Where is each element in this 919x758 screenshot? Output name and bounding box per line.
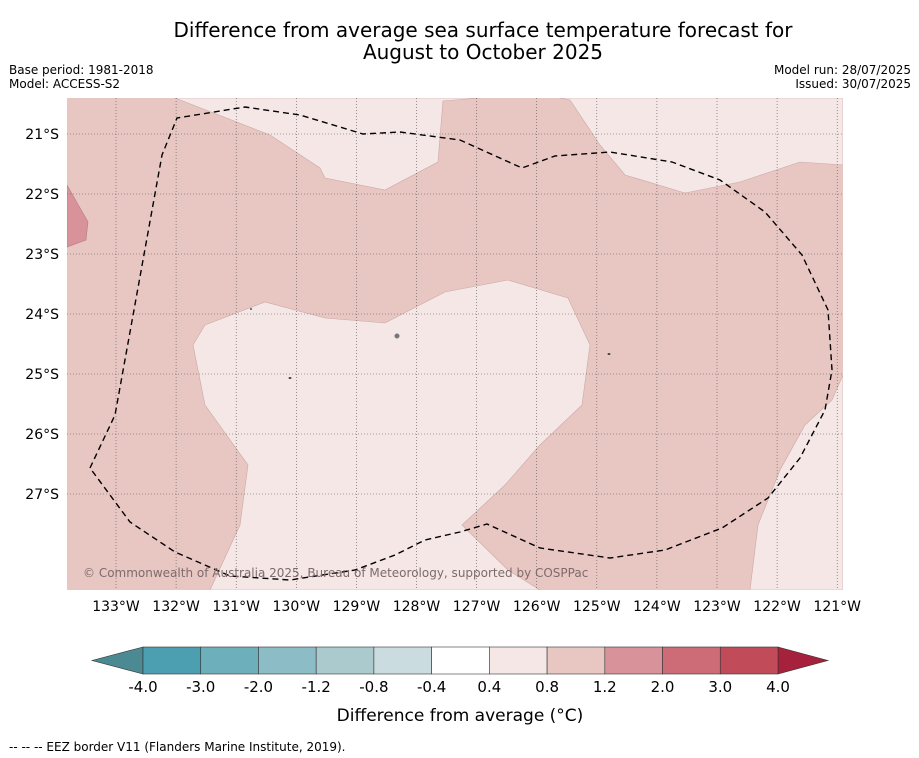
latitude-tick-label: 26°S: [25, 427, 59, 443]
longitude-tick-label: 130°W: [273, 599, 321, 615]
anomaly-band-0.4-0.8: [174, 98, 481, 191]
colorbar-swatch: [200, 646, 259, 675]
colorbar-over-extension: [777, 646, 830, 675]
gridlines: [67, 98, 843, 590]
longitude-tick-label: 125°W: [573, 599, 621, 615]
title-line-2: August to October 2025: [362, 40, 604, 64]
model-name: Model: ACCESS-S2: [9, 77, 121, 91]
colorbar: -4.0 -3.0 -2.0 -1.2 -0.8 -0.4 0.4 0.8 1.2 2.0 3.0 4…: [90, 646, 830, 696]
colorbar-swatch: [546, 646, 606, 675]
colorbar-tick-label: 1.2: [593, 678, 617, 696]
colorbar-tick-label: -1.2: [302, 678, 331, 696]
footer-legend: -- -- -- EEZ border V11 (Flanders Marine…: [9, 740, 346, 754]
colorbar-swatch: [489, 646, 548, 675]
island-marker: [288, 377, 292, 379]
model-run: Model run: 28/07/2025: [773, 63, 911, 77]
longitude-tick-label: 123°W: [693, 599, 741, 615]
colorbar-swatch: [604, 646, 663, 675]
colorbar-swatch: [719, 646, 779, 675]
colorbar-tick-label: 0.4: [477, 678, 501, 696]
issued-date: Issued: 30/07/2025: [795, 77, 911, 91]
eez-border: [89, 106, 833, 581]
chart-title: Difference from average sea surface temp…: [0, 19, 919, 63]
colorbar-tick-label: -4.0: [128, 678, 157, 696]
base-period: Base period: 1981-2018: [9, 63, 154, 77]
colorbar-tick-label: 3.0: [708, 678, 732, 696]
anomaly-band-0.4-0.8: [559, 98, 843, 194]
longitude-tick-label: 124°W: [633, 599, 681, 615]
colorbar-swatch: [258, 646, 317, 675]
title-line-1: Difference from average sea surface temp…: [173, 18, 793, 42]
longitude-tick-label: 129°W: [333, 599, 381, 615]
longitude-tick-label: 127°W: [453, 599, 501, 615]
anomaly-band-0.4-0.8: [192, 279, 591, 590]
meta-right: Model run: 28/07/2025 Issued: 30/07/2025: [774, 63, 911, 91]
island-marker: [394, 333, 400, 339]
latitude-tick-label: 27°S: [25, 487, 59, 503]
colorbar-tick-label: -0.8: [359, 678, 388, 696]
anomaly-band-1.2-2.0: [67, 184, 89, 248]
longitude-tick-label: 131°W: [212, 599, 260, 615]
colorbar-tick-label: 4.0: [766, 678, 790, 696]
meta-left: Base period: 1981-2018 Model: ACCESS-S2: [9, 63, 154, 91]
colorbar-swatch: [373, 646, 432, 675]
latitude-tick-label: 25°S: [25, 367, 59, 383]
colorbar-tick-label: -3.0: [186, 678, 215, 696]
colorbar-tick-label: -2.0: [244, 678, 273, 696]
longitude-tick-label: 122°W: [753, 599, 801, 615]
colorbar-swatch: [431, 646, 490, 675]
latitude-axis: 21°S 22°S 23°S 24°S 25°S 26°S 27°S: [25, 127, 59, 503]
latitude-tick-label: 23°S: [25, 247, 59, 263]
colorbar-tick-label: 2.0: [651, 678, 675, 696]
longitude-tick-label: 121°W: [813, 599, 861, 615]
colorbar-under-extension: [90, 646, 144, 675]
longitude-axis: 133°W 132°W 131°W 130°W 129°W 128°W 127°W 126°W…: [92, 599, 861, 615]
longitude-tick-label: 128°W: [393, 599, 441, 615]
colorbar-swatch: [662, 646, 721, 675]
colorbar-swatch: [315, 646, 375, 675]
latitude-tick-label: 22°S: [25, 187, 59, 203]
map-area: [67, 98, 843, 590]
island-marker: [250, 308, 252, 310]
longitude-tick-label: 133°W: [92, 599, 140, 615]
colorbar-title: Difference from average (°C): [337, 706, 584, 726]
latitude-tick-label: 21°S: [25, 127, 59, 143]
longitude-tick-label: 126°W: [513, 599, 561, 615]
colorbar-swatch: [142, 646, 202, 675]
copyright-notice: © Commonwealth of Australia 2025, Bureau…: [83, 566, 588, 580]
latitude-tick-label: 24°S: [25, 307, 59, 323]
colorbar-tick-label: 0.8: [535, 678, 559, 696]
island-marker: [607, 353, 611, 355]
longitude-tick-label: 132°W: [152, 599, 200, 615]
colorbar-tick-label: -0.4: [417, 678, 446, 696]
